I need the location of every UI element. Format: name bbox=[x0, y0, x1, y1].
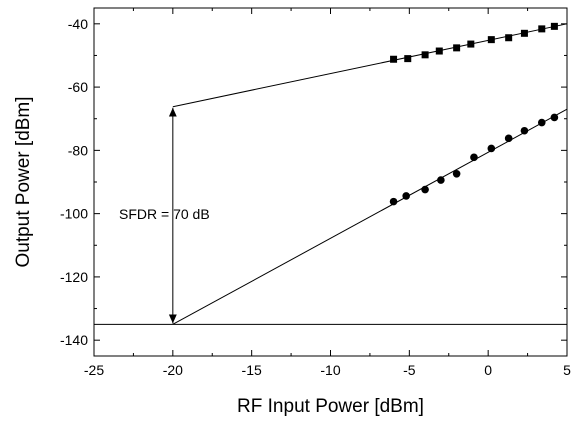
square-point bbox=[538, 25, 546, 33]
y-axis-label: Output Power [dBm] bbox=[13, 96, 34, 267]
y-tick-label: -40 bbox=[68, 16, 88, 32]
circle-point bbox=[402, 192, 410, 200]
fit-line bbox=[172, 108, 568, 325]
fit-line bbox=[172, 23, 568, 108]
y-tick-label: -100 bbox=[60, 206, 88, 222]
x-tick-label: -15 bbox=[242, 362, 262, 378]
square-point bbox=[505, 34, 513, 42]
tick-labels: -25 -20 -15 -10 -5 0 5 -140 -120 -100 -80 -60 -40 bbox=[60, 16, 571, 378]
axis-ticks bbox=[93, 8, 568, 356]
x-tick-label: -20 bbox=[163, 362, 183, 378]
circle-point bbox=[421, 185, 429, 194]
circle-point bbox=[437, 176, 445, 184]
y-tick-label: -60 bbox=[68, 79, 88, 95]
square-point bbox=[467, 40, 475, 48]
sfdr-annotation: SFDR = 70 dB bbox=[119, 107, 210, 324]
circle-point bbox=[520, 126, 529, 135]
x-axis-label: RF Input Power [dBm] bbox=[237, 396, 424, 417]
data-points bbox=[389, 22, 559, 206]
square-point bbox=[404, 55, 412, 63]
square-point bbox=[435, 47, 443, 55]
y-tick-label: -140 bbox=[60, 332, 88, 348]
square-point bbox=[487, 36, 495, 44]
circle-point bbox=[452, 169, 461, 178]
square-point bbox=[453, 44, 461, 52]
x-tick-label: -10 bbox=[320, 362, 340, 378]
circle-point bbox=[550, 113, 559, 122]
circle-point bbox=[537, 118, 546, 127]
circle-point bbox=[487, 144, 496, 153]
circle-point bbox=[504, 134, 513, 143]
y-tick-label: -80 bbox=[68, 142, 88, 158]
square-point bbox=[390, 55, 398, 63]
y-tick-label: -120 bbox=[60, 269, 88, 285]
circle-point bbox=[389, 197, 398, 206]
fit-lines bbox=[94, 23, 568, 325]
square-point bbox=[520, 29, 528, 37]
sfdr-label: SFDR = 70 dB bbox=[119, 206, 210, 222]
square-point bbox=[550, 22, 558, 30]
x-tick-label: -25 bbox=[84, 362, 104, 378]
x-tick-label: -5 bbox=[403, 362, 416, 378]
square-point bbox=[421, 51, 429, 59]
x-tick-label: 5 bbox=[563, 362, 571, 378]
circle-point bbox=[470, 153, 478, 162]
x-tick-label: 0 bbox=[484, 362, 492, 378]
plot-frame bbox=[93, 7, 568, 357]
